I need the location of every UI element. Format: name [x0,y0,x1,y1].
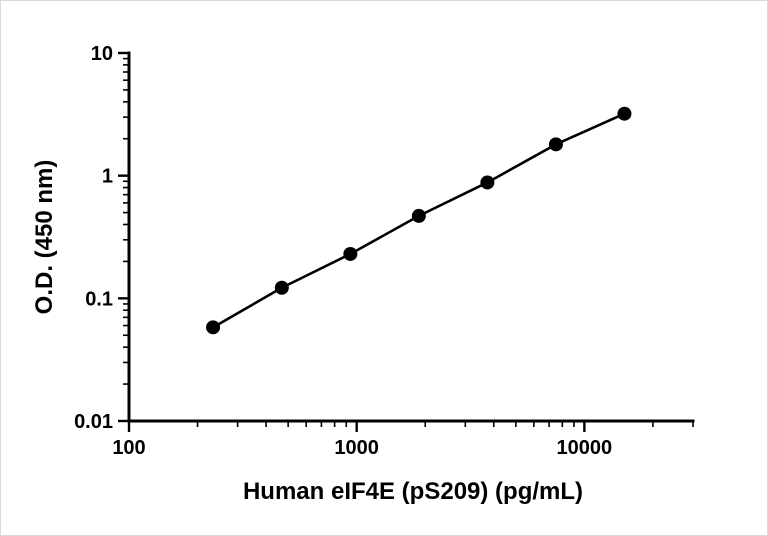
y-tick-label: 1 [102,166,113,188]
data-point [548,137,563,152]
data-point [206,320,221,335]
y-tick-label: 0.01 [74,411,113,433]
data-point [617,106,632,121]
data-point [480,175,495,190]
x-tick-label: 100 [112,437,145,459]
data-point [274,280,289,295]
y-axis-label: O.D. (450 nm) [31,159,58,315]
y-tick-label: 10 [91,43,113,65]
x-tick-label: 1000 [334,437,379,459]
data-point [411,208,426,223]
y-tick-label: 0.1 [85,288,113,310]
data-point [343,246,358,261]
x-tick-label: 10000 [557,437,613,459]
x-axis-label: Human eIF4E (pS209) (pg/mL) [242,478,584,505]
